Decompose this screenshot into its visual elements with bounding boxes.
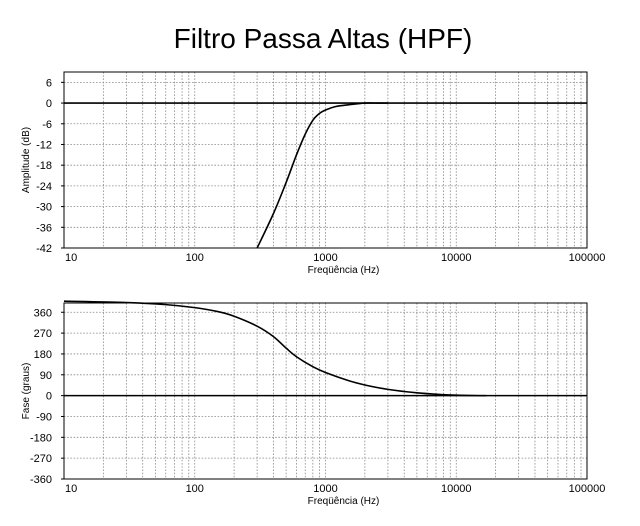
amplitude-y-tick-label: -18 [36,160,52,172]
amplitude-y-tick-label: 0 [46,98,52,110]
phase-x-tick-label: 100000 [569,483,606,495]
amplitude-y-tick-label: -24 [36,181,52,193]
amplitude-plot: 6 0 -6 -12 -18 -24 -30 -36 -42 10 100 1000 10000 1000… [21,71,606,276]
amplitude-x-tick-label: 1000 [313,252,337,264]
phase-x-axis-label: Freqüência (Hz) [308,496,380,507]
amplitude-x-axis-label: Freqüência (Hz) [308,265,380,276]
amplitude-y-tick-label: 6 [46,77,52,89]
phase-x-tick-label: 10 [65,483,77,495]
amplitude-y-tick-label: -6 [42,119,52,131]
phase-y-tick-label: -180 [30,432,52,444]
phase-plot: 360 270 180 90 0 -90 -180 -270 -360 10 100 1000 1000… [21,300,606,507]
phase-y-tick-label: 0 [46,391,52,403]
chart-title: Filtro Passa Altas (HPF) [174,23,473,54]
amplitude-x-tick-label: 100000 [569,252,606,264]
amplitude-response-curve [256,102,388,249]
phase-y-tick-label: 180 [34,349,52,361]
amplitude-x-tick-label: 100 [186,252,204,264]
phase-response-curve [63,300,487,397]
amplitude-plot-frame [63,71,588,249]
amplitude-x-tick-label: 10 [65,252,77,264]
phase-y-tick-label: 90 [40,370,52,382]
phase-x-tick-label: 1000 [313,483,337,495]
phase-y-tick-label: -270 [30,453,52,465]
phase-y-tick-label: 270 [34,328,52,340]
phase-y-tick-label: -90 [36,411,52,423]
phase-y-tick-label: 360 [34,307,52,319]
amplitude-y-axis-label: Amplitude (dB) [21,127,32,193]
phase-x-tick-label: 10000 [441,483,472,495]
amplitude-y-tick-label: -12 [36,139,52,151]
phase-y-axis-label: Fase (graus) [21,363,32,420]
phase-y-tick-label: -360 [30,474,52,486]
phase-x-tick-label: 100 [186,483,204,495]
phase-plot-frame [63,302,588,480]
amplitude-x-tick-label: 10000 [441,252,472,264]
amplitude-y-tick-label: -36 [36,222,52,234]
amplitude-y-tick-label: -42 [36,243,52,255]
amplitude-y-tick-label: -30 [36,202,52,214]
